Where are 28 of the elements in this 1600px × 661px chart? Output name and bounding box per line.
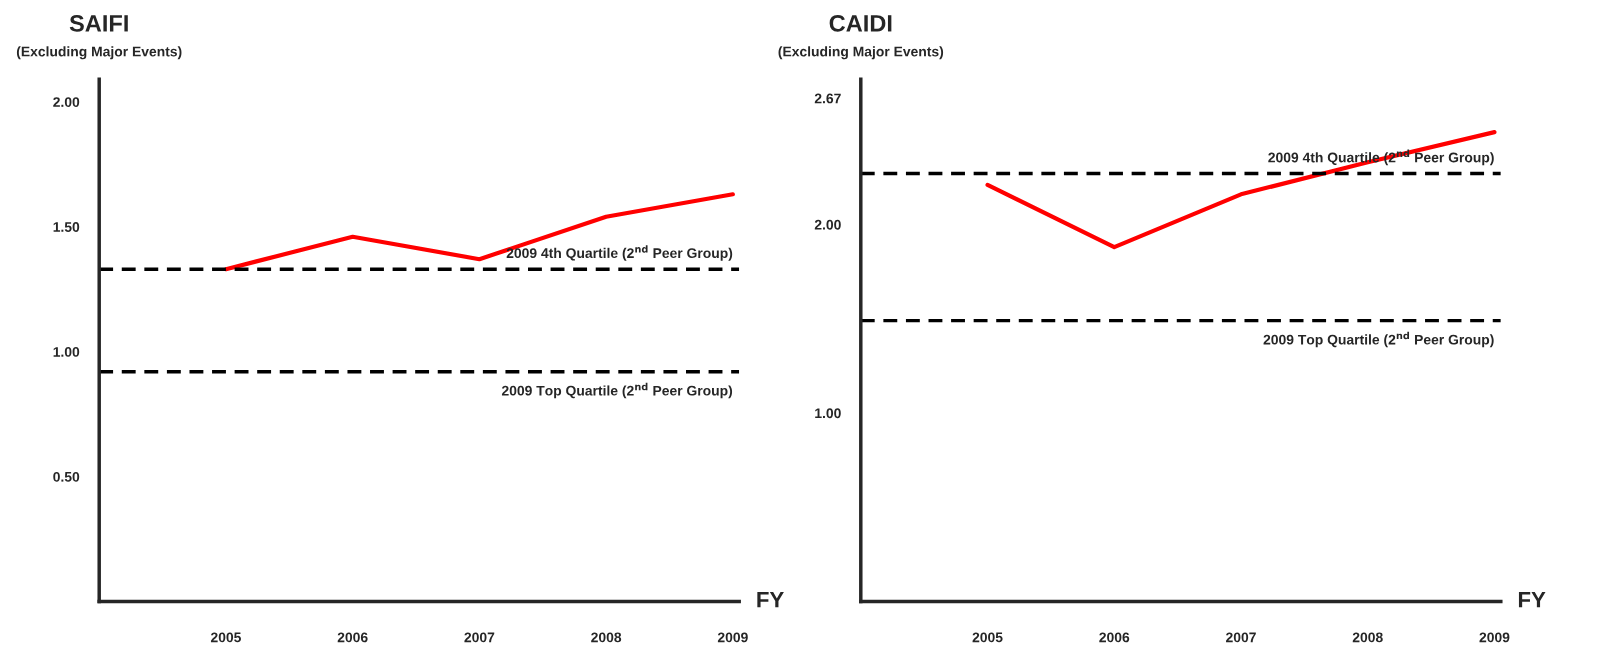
- x-tick-label: 2007: [464, 632, 495, 643]
- x-tick-label: 2005: [972, 632, 1003, 643]
- x-tick-label: 2008: [1352, 632, 1383, 643]
- chart-subtitle: (Excluding Major Events): [16, 46, 182, 60]
- x-tick-label: 2006: [337, 632, 368, 643]
- y-tick-label: 0.50: [53, 471, 80, 482]
- y-tick-label: 1.00: [53, 346, 80, 357]
- chart-subtitle: (Excluding Major Events): [778, 46, 944, 60]
- x-axis-title: FY: [1518, 591, 1546, 608]
- y-tick-label: 1.50: [53, 222, 80, 232]
- ref-line-label: 2009 Top Quartile (2$^{nd}$ Peer Group): [1263, 331, 1494, 348]
- y-tick-label: 1.00: [815, 408, 841, 419]
- x-axis-title: FY: [757, 591, 784, 608]
- x-tick-label: 2007: [1226, 632, 1256, 643]
- y-tick-label: 2.00: [53, 97, 80, 107]
- y-tick-label: 2.67: [814, 93, 841, 104]
- ref-line-label: 2009 4th Quartile (2$^{nd}$ Peer Group): [506, 245, 733, 261]
- line-series: [985, 130, 1497, 250]
- line-series: [223, 192, 735, 272]
- x-tick-label: 2008: [591, 632, 622, 643]
- x-tick-label: 2005: [210, 632, 241, 643]
- chart-title: CAIDI: [829, 14, 892, 32]
- x-tick-label: 2006: [1099, 632, 1130, 643]
- x-tick-label: 2009: [717, 632, 748, 643]
- chart-title: SAIFI: [69, 14, 128, 32]
- x-tick-label: 2009: [1479, 632, 1510, 643]
- ref-line-label: 2009 Top Quartile (2$^{nd}$ Peer Group): [501, 382, 733, 399]
- y-tick-label: 2.00: [814, 219, 841, 230]
